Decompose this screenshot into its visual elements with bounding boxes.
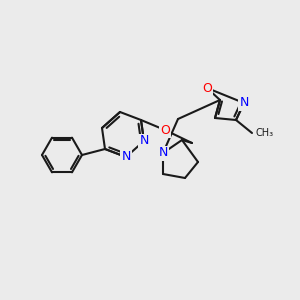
Text: CH₃: CH₃ (256, 128, 274, 138)
Text: N: N (121, 151, 131, 164)
Text: O: O (160, 124, 170, 136)
Text: N: N (139, 134, 149, 148)
Text: N: N (158, 146, 168, 160)
Text: N: N (239, 97, 249, 110)
Text: O: O (202, 82, 212, 94)
